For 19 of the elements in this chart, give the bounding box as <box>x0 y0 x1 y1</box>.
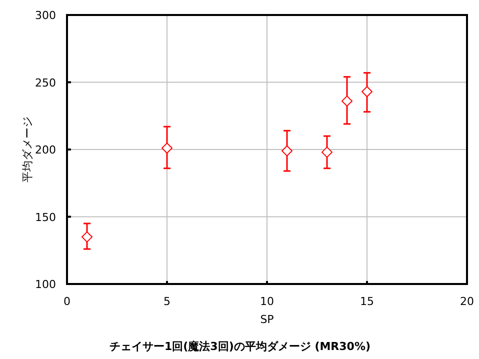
text: チェイサー1回(魔法3回)の平均ダメージ (MR30%) <box>110 340 370 353</box>
y-tick-label: 150 <box>35 210 56 224</box>
y-tick-label: 250 <box>35 76 56 90</box>
y-tick-label: 300 <box>35 9 56 22</box>
x-tick-label: 20 <box>460 295 474 308</box>
x-tick-label: 15 <box>360 295 374 308</box>
y-tick-label: 100 <box>35 278 56 291</box>
x-tick-label: 5 <box>164 295 170 308</box>
y-axis-title: 平均ダメージ <box>21 116 34 182</box>
y-tick-label: 200 <box>35 144 56 156</box>
point <box>82 231 92 242</box>
x-tick-label: 0 <box>64 295 70 308</box>
point <box>282 145 292 156</box>
x-axis-title: SP <box>260 313 274 326</box>
x-tick-label: 10 <box>260 295 274 308</box>
point <box>342 96 352 107</box>
point <box>162 142 172 154</box>
point <box>362 86 372 98</box>
point <box>322 146 332 158</box>
